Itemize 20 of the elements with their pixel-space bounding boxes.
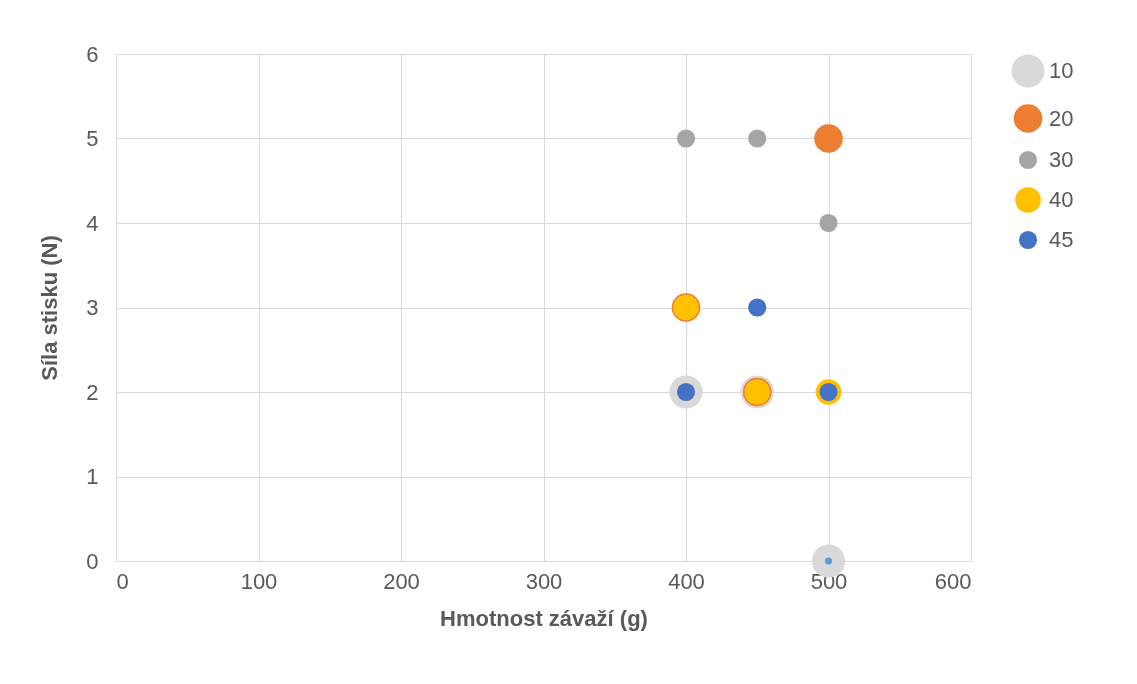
x-tick-label: 0 — [116, 568, 129, 594]
y-tick-label: 1 — [86, 464, 99, 489]
y-tick-label: 2 — [86, 379, 99, 405]
y-tick-label: 6 — [86, 41, 99, 67]
x-tick-label: 400 — [668, 568, 705, 594]
legend-label: 30 — [1049, 147, 1074, 172]
legend-label: 20 — [1049, 105, 1074, 131]
legend-label: 40 — [1049, 187, 1074, 212]
legend-label: 10 — [1049, 58, 1074, 83]
y-tick-label: 4 — [86, 210, 99, 236]
x-tick-label: 200 — [383, 568, 420, 594]
legend-label: 45 — [1049, 227, 1074, 252]
x-tick-label: 600 — [934, 568, 972, 594]
x-axis-title: Hmotnost závaží (g) — [440, 605, 648, 631]
x-tick-label: 300 — [525, 568, 563, 594]
y-tick-label: 0 — [86, 548, 99, 574]
y-tick-label: 5 — [86, 126, 99, 151]
y-axis-title: Síla stisku (N) — [37, 235, 63, 381]
y-tick-label: 3 — [86, 295, 99, 320]
x-tick-label: 100 — [240, 568, 278, 594]
